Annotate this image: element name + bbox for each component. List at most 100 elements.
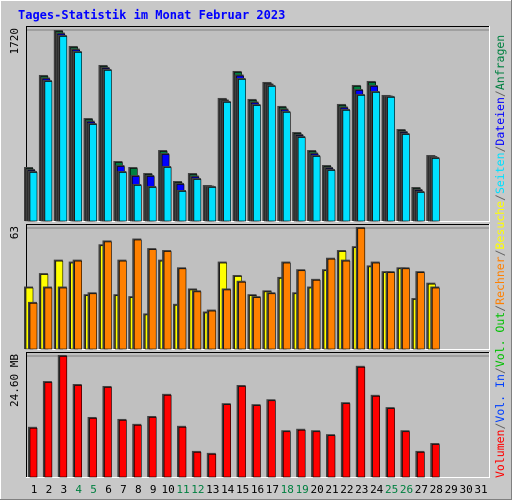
bar	[238, 79, 246, 222]
x-tick-label: 29	[445, 483, 458, 496]
bar	[104, 70, 112, 222]
x-tick-label: 19	[296, 483, 309, 496]
bar	[119, 420, 127, 478]
bar	[327, 435, 336, 478]
x-tick-label: 3	[60, 483, 67, 496]
bar	[74, 385, 82, 478]
bar	[357, 228, 366, 350]
bar	[268, 293, 276, 350]
x-tick-label: 26	[400, 483, 413, 496]
x-tick-label: 18	[281, 483, 294, 496]
x-tick-label: 14	[221, 483, 235, 496]
legend-entry: Besuche	[493, 201, 507, 250]
bar	[44, 382, 53, 478]
x-tick-label: 9	[150, 483, 157, 496]
bar	[387, 97, 395, 222]
bar	[327, 170, 336, 222]
y-tick-label: 1720	[8, 28, 21, 55]
bar	[163, 395, 172, 478]
x-tick-label: 10	[161, 483, 174, 496]
bar	[297, 429, 306, 478]
x-tick-label: 27	[415, 483, 428, 496]
bar	[268, 86, 276, 222]
bar	[417, 192, 425, 222]
x-tick-label: 16	[251, 483, 264, 496]
x-tick-label: 11	[176, 483, 189, 496]
legend-separator: /	[493, 90, 507, 97]
bar	[238, 386, 246, 478]
bar	[372, 396, 381, 478]
bar	[59, 356, 68, 478]
bar	[148, 187, 157, 222]
x-tick-label: 17	[266, 483, 279, 496]
bar	[431, 444, 440, 478]
bar	[238, 281, 246, 350]
x-tick-label: 13	[206, 483, 219, 496]
legend-separator: /	[493, 146, 507, 153]
legend-entry: Rechner	[493, 256, 507, 305]
bar	[148, 417, 157, 478]
legend-entry: Dateien	[493, 97, 507, 145]
legend-separator: /	[493, 423, 507, 430]
legend-entry: Seiten	[493, 153, 507, 195]
bar	[59, 287, 68, 350]
bar	[282, 112, 291, 222]
x-tick-label: 25	[385, 483, 398, 496]
bar	[74, 52, 82, 222]
bar	[431, 287, 440, 350]
x-tick-label: 4	[75, 483, 82, 496]
x-tick-label: 24	[370, 483, 384, 496]
bar	[193, 452, 202, 478]
x-tick-label: 30	[459, 483, 472, 496]
chart-title: Tages-Statistik im Monat Februar 2023	[18, 8, 285, 22]
bar	[29, 428, 38, 478]
bar	[417, 452, 425, 478]
bar	[297, 137, 306, 222]
bar	[134, 239, 142, 350]
bar	[312, 280, 321, 350]
bar	[193, 179, 202, 222]
x-tick-label: 6	[105, 483, 112, 496]
bar	[178, 268, 187, 350]
y-tick-label: 63	[8, 226, 21, 239]
x-tick-label: 2	[46, 483, 53, 496]
x-tick-label: 8	[135, 483, 142, 496]
x-tick-label: 12	[191, 483, 204, 496]
bar	[402, 431, 410, 478]
bar	[357, 367, 366, 478]
bar	[223, 102, 231, 222]
bar	[193, 291, 202, 350]
bar	[89, 418, 97, 478]
bar	[223, 289, 231, 350]
x-tick-label: 15	[236, 483, 249, 496]
bar	[297, 270, 306, 350]
bar	[208, 454, 217, 478]
bar	[282, 431, 291, 478]
bar	[253, 297, 261, 350]
bar	[119, 172, 127, 222]
x-tick-label: 20	[310, 483, 323, 496]
x-tick-label: 1	[31, 483, 38, 496]
legend-entry: Vol. Out	[493, 312, 507, 367]
bar	[119, 260, 127, 350]
bar	[402, 268, 410, 350]
bar	[387, 408, 395, 478]
bar	[178, 427, 187, 478]
x-tick-label: 7	[120, 483, 127, 496]
bar	[312, 156, 321, 222]
bar	[134, 425, 142, 478]
legend-entry: Anfragen	[493, 35, 507, 90]
x-tick-label: 23	[355, 483, 368, 496]
bar	[74, 260, 82, 350]
bar	[253, 405, 261, 478]
bar	[44, 287, 53, 350]
y-tick-label: 24.60 MB	[8, 354, 21, 407]
legend-separator: /	[493, 249, 507, 256]
bar	[29, 303, 38, 350]
bar	[417, 272, 425, 350]
legend: Volumen/Vol. In/Vol. Out/Rechner/Besuche…	[493, 35, 507, 478]
bar	[89, 293, 97, 350]
bar	[104, 387, 112, 478]
legend-separator: /	[493, 305, 507, 312]
